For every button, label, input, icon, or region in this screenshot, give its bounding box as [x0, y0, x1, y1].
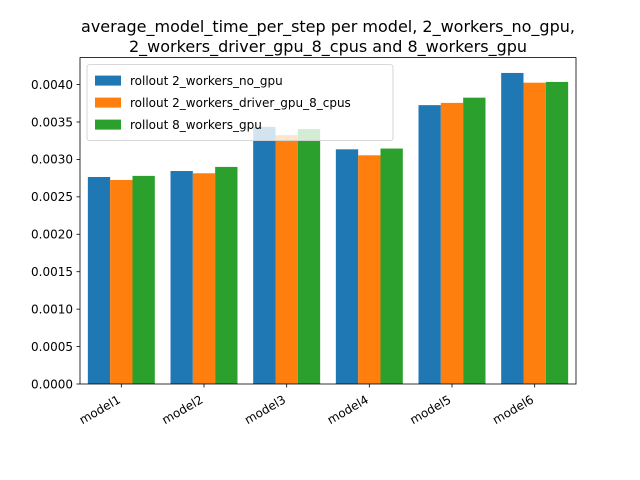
bar-model6-series-3	[545, 81, 569, 385]
legend-label-1: rollout 2_workers_no_gpu	[130, 74, 283, 88]
bar-model5-series-1	[418, 105, 441, 384]
bar-series-2	[110, 82, 546, 385]
bar-model1-series-2	[110, 180, 133, 384]
bar-model1-series-1	[87, 177, 111, 384]
y-tick-label: 0.0035	[31, 115, 73, 129]
y-tick-label: 0.0020	[31, 228, 73, 242]
y-tick-label: 0.0015	[31, 265, 73, 279]
bar-model4-series-1	[335, 149, 359, 384]
y-tick-label: 0.0030	[31, 153, 73, 167]
bar-model3-series-2	[275, 135, 298, 384]
chart-title: average_model_time_per_step per model, 2…	[81, 17, 575, 57]
legend-swatch-3	[95, 119, 121, 130]
y-tick-label: 0.0025	[31, 190, 73, 204]
bar-series-1	[87, 72, 524, 384]
chart-title-line-2: 2_workers_driver_gpu_8_cpus and 8_worker…	[129, 37, 527, 57]
y-tick-label: 0.0040	[31, 78, 73, 92]
y-tick-label: 0.0010	[31, 302, 73, 316]
bar-model3-series-1	[253, 126, 276, 384]
legend-label-3: rollout 8_workers_gpu	[130, 118, 262, 132]
plot-area	[87, 72, 569, 385]
bar-model4-series-3	[380, 148, 403, 384]
bar-model4-series-2	[358, 155, 381, 384]
bar-series-3	[132, 81, 569, 385]
bar-model5-series-3	[463, 97, 486, 385]
bar-model3-series-3	[297, 129, 321, 384]
chart-title-line-1: average_model_time_per_step per model, 2…	[81, 17, 575, 37]
bar-model1-series-3	[132, 175, 155, 384]
legend-box	[86, 64, 394, 141]
bar-model6-series-2	[523, 82, 546, 385]
legend-label-2: rollout 2_workers_driver_gpu_8_cpus	[130, 96, 351, 110]
y-tick-label: 0.0000	[31, 377, 73, 391]
legend-swatch-2	[95, 97, 121, 108]
legend-swatch-1	[95, 75, 121, 86]
bar-model2-series-3	[215, 166, 238, 384]
bar-model2-series-2	[192, 173, 216, 384]
y-tick-label: 0.0005	[31, 340, 73, 354]
bar-model2-series-1	[170, 171, 193, 384]
axes-frame	[79, 57, 577, 385]
bar-model5-series-2	[440, 102, 464, 384]
bar-model6-series-1	[501, 72, 524, 384]
